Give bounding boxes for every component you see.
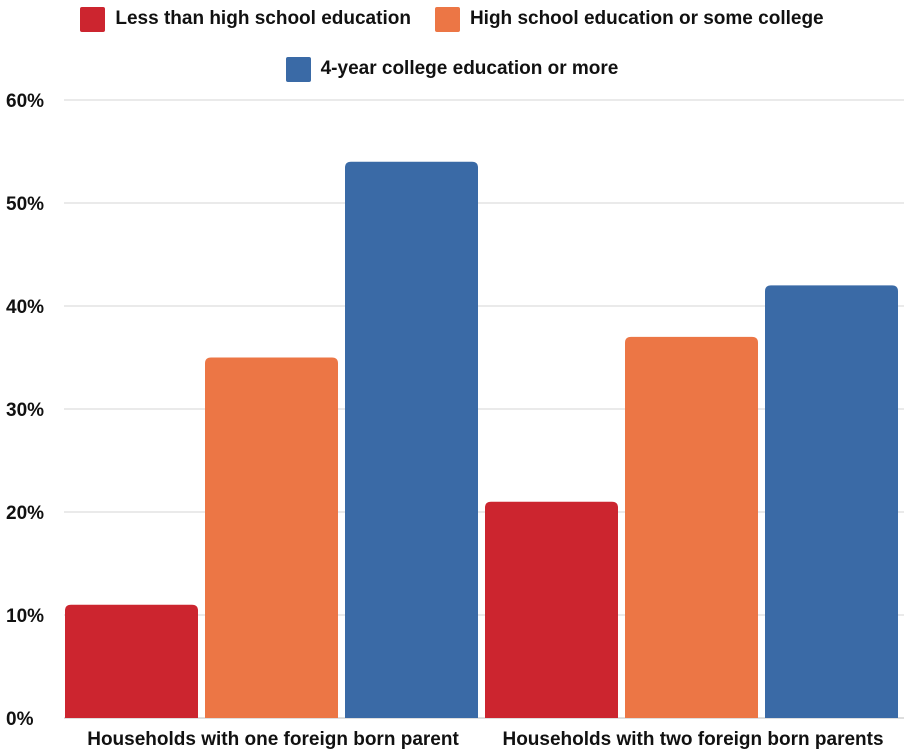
- legend: Less than high school education High sch…: [0, 4, 904, 34]
- bar: [625, 336, 758, 718]
- bar: [345, 161, 478, 719]
- y-tick-label: 20%: [6, 503, 44, 524]
- legend-item-less-than-high-school: Less than high school education: [80, 6, 411, 32]
- bar: [765, 285, 898, 718]
- x-tick-label: Households with two foreign born parents: [502, 729, 883, 750]
- y-tick-label: 60%: [6, 91, 44, 112]
- y-tick-label: 30%: [6, 400, 44, 421]
- legend-label: Less than high school education: [115, 8, 411, 29]
- y-tick-label: 10%: [6, 606, 44, 627]
- legend-label: High school education or some college: [469, 8, 824, 29]
- legend-label: 4-year college education or more: [320, 58, 619, 79]
- legend-swatch: [434, 6, 460, 32]
- y-tick-label: 40%: [6, 297, 44, 318]
- legend-item-college: 4-year college education or more: [285, 56, 619, 82]
- bar: [205, 357, 338, 718]
- y-tick-label: 0%: [6, 709, 34, 730]
- legend-row: 4-year college education or more: [0, 54, 904, 84]
- legend-swatch: [285, 56, 311, 82]
- bar: [65, 604, 198, 718]
- x-tick-label: Households with one foreign born parent: [87, 729, 459, 750]
- bar: [485, 501, 618, 718]
- legend-swatch: [80, 6, 106, 32]
- y-tick-label: 50%: [6, 194, 44, 215]
- legend-item-high-school: High school education or some college: [434, 6, 824, 32]
